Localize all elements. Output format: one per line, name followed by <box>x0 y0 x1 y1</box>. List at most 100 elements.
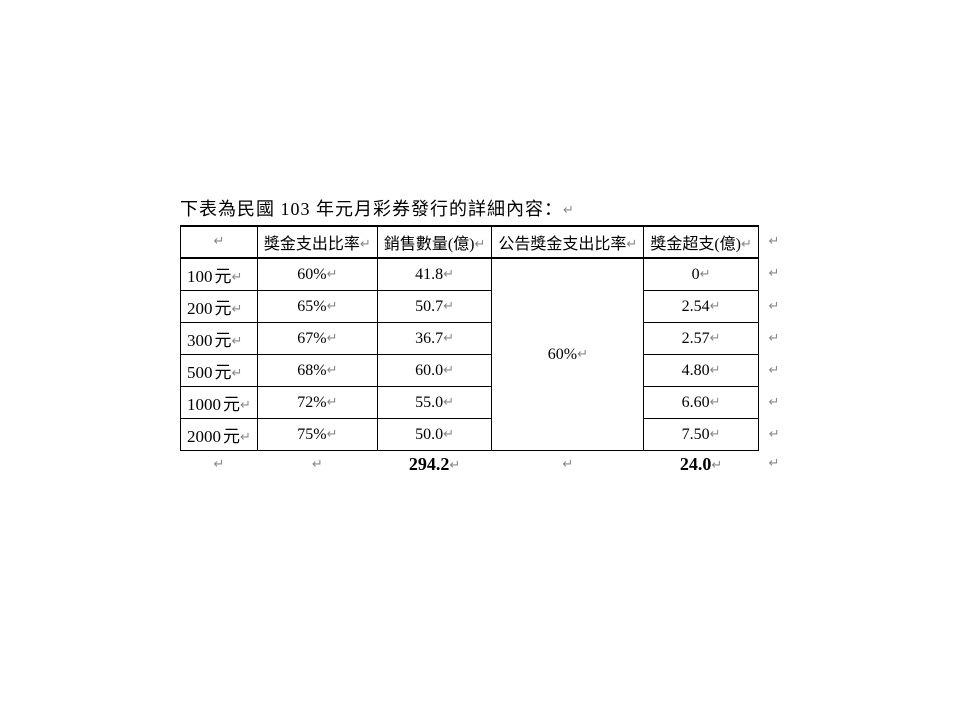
paragraph-mark-icon: ↵ <box>768 265 779 280</box>
table-row: 200元↵ 65%↵ 50.7↵ 2.54↵ ↵ <box>181 291 790 323</box>
paragraph-mark-icon: ↵ <box>443 426 454 441</box>
paragraph-mark-icon: ↵ <box>327 266 338 281</box>
paragraph-mark-icon: ↵ <box>710 426 721 441</box>
paragraph-mark-icon: ↵ <box>232 365 243 380</box>
table-row: 300元↵ 67%↵ 36.7↵ 2.57↵ ↵ <box>181 323 790 355</box>
cell-ratio: 75%↵ <box>257 419 377 451</box>
cell-over: 0↵ <box>644 258 759 291</box>
page-title: 下表為民國 103 年元月彩券發行的詳細內容：↵ <box>180 195 790 221</box>
cell-denom: 100元↵ <box>181 258 258 291</box>
cell-over: 6.60↵ <box>644 387 759 419</box>
paragraph-mark-icon: ↵ <box>741 236 752 251</box>
totals-blank: ↵ <box>257 451 377 479</box>
paragraph-mark-icon: ↵ <box>443 330 454 345</box>
paragraph-mark-icon: ↵ <box>327 298 338 313</box>
paragraph-mark-icon: ↵ <box>710 394 721 409</box>
lottery-table: ↵ 獎金支出比率↵ 銷售數量(億)↵ 公告獎金支出比率↵ 獎金超支(億)↵ ↵ … <box>180 225 790 478</box>
paragraph-mark-icon: ↵ <box>768 330 779 345</box>
cell-over: 2.54↵ <box>644 291 759 323</box>
col-sales-header: 銷售數量(億)↵ <box>377 226 492 258</box>
title-post: 年元月彩券發行的詳細內容： <box>311 199 564 219</box>
cell-denom: 300元↵ <box>181 323 258 355</box>
paragraph-mark-icon: ↵ <box>327 330 338 345</box>
paragraph-mark-icon: ↵ <box>327 426 338 441</box>
totals-sales: 294.2↵ <box>377 451 492 479</box>
paragraph-mark-icon: ↵ <box>327 394 338 409</box>
paragraph-mark-icon: ↵ <box>700 266 711 281</box>
paragraph-mark-icon: ↵ <box>626 236 637 251</box>
paragraph-mark-icon: ↵ <box>711 457 722 472</box>
trailing-mark: ↵ <box>758 258 789 291</box>
trailing-mark: ↵ <box>758 355 789 387</box>
cell-sales: 55.0↵ <box>377 387 492 419</box>
title-pre: 下表為民國 <box>180 199 281 219</box>
cell-sales: 50.0↵ <box>377 419 492 451</box>
paragraph-mark-icon: ↵ <box>577 346 588 361</box>
title-num: 103 <box>281 199 311 219</box>
col-announced-header: 公告獎金支出比率↵ <box>492 226 644 258</box>
paragraph-mark-icon: ↵ <box>768 394 779 409</box>
paragraph-mark-icon: ↵ <box>562 456 573 471</box>
trailing-mark: ↵ <box>758 323 789 355</box>
cell-denom: 500元↵ <box>181 355 258 387</box>
trailing-mark: ↵ <box>758 419 789 451</box>
totals-blank: ↵ <box>492 451 644 479</box>
table-row: 2000元↵ 75%↵ 50.0↵ 7.50↵ ↵ <box>181 419 790 451</box>
cell-sales: 41.8↵ <box>377 258 492 291</box>
paragraph-mark-icon: ↵ <box>449 457 460 472</box>
totals-over: 24.0↵ <box>644 451 759 479</box>
cell-sales: 60.0↵ <box>377 355 492 387</box>
cell-denom: 200元↵ <box>181 291 258 323</box>
paragraph-mark-icon: ↵ <box>312 456 323 471</box>
table-row: 100元↵ 60%↵ 41.8↵ 60%↵ 0↵ ↵ <box>181 258 790 291</box>
paragraph-mark-icon: ↵ <box>214 233 225 248</box>
paragraph-mark-icon: ↵ <box>710 298 721 313</box>
table-row: 1000元↵ 72%↵ 55.0↵ 6.60↵ ↵ <box>181 387 790 419</box>
cell-sales: 36.7↵ <box>377 323 492 355</box>
paragraph-mark-icon: ↵ <box>768 298 779 313</box>
cell-ratio: 65%↵ <box>257 291 377 323</box>
paragraph-mark-icon: ↵ <box>214 456 225 471</box>
paragraph-mark-icon: ↵ <box>232 333 243 348</box>
col-denom-header: ↵ <box>181 226 258 258</box>
paragraph-mark-icon: ↵ <box>710 330 721 345</box>
paragraph-mark-icon: ↵ <box>443 298 454 313</box>
paragraph-mark-icon: ↵ <box>710 362 721 377</box>
totals-blank: ↵ <box>181 451 258 479</box>
table-header-row: ↵ 獎金支出比率↵ 銷售數量(億)↵ 公告獎金支出比率↵ 獎金超支(億)↵ ↵ <box>181 226 790 258</box>
col-ratio-header: 獎金支出比率↵ <box>257 226 377 258</box>
cell-ratio: 68%↵ <box>257 355 377 387</box>
cell-denom: 2000元↵ <box>181 419 258 451</box>
paragraph-mark-icon: ↵ <box>443 394 454 409</box>
paragraph-mark-icon: ↵ <box>768 455 779 470</box>
col-over-header: 獎金超支(億)↵ <box>644 226 759 258</box>
paragraph-mark-icon: ↵ <box>240 397 251 412</box>
trailing-mark: ↵ <box>758 291 789 323</box>
trailing-mark-header: ↵ <box>758 226 789 258</box>
paragraph-mark-icon: ↵ <box>768 233 779 248</box>
trailing-mark: ↵ <box>758 387 789 419</box>
cell-over: 7.50↵ <box>644 419 759 451</box>
paragraph-mark-icon: ↵ <box>232 301 243 316</box>
paragraph-mark-icon: ↵ <box>475 236 486 251</box>
cell-over: 2.57↵ <box>644 323 759 355</box>
cell-sales: 50.7↵ <box>377 291 492 323</box>
totals-row: ↵ ↵ 294.2↵ ↵ 24.0↵ ↵ <box>181 451 790 479</box>
cell-ratio: 72%↵ <box>257 387 377 419</box>
trailing-mark: ↵ <box>758 451 789 479</box>
cell-denom: 1000元↵ <box>181 387 258 419</box>
cell-ratio: 67%↵ <box>257 323 377 355</box>
paragraph-mark-icon: ↵ <box>240 429 251 444</box>
paragraph-mark-icon: ↵ <box>327 362 338 377</box>
cell-announced-merged: 60%↵ <box>492 258 644 451</box>
paragraph-mark-icon: ↵ <box>768 362 779 377</box>
cell-ratio: 60%↵ <box>257 258 377 291</box>
paragraph-mark-icon: ↵ <box>563 202 575 217</box>
paragraph-mark-icon: ↵ <box>443 266 454 281</box>
cell-over: 4.80↵ <box>644 355 759 387</box>
paragraph-mark-icon: ↵ <box>769 426 780 441</box>
paragraph-mark-icon: ↵ <box>360 236 371 251</box>
paragraph-mark-icon: ↵ <box>443 362 454 377</box>
paragraph-mark-icon: ↵ <box>232 269 243 284</box>
table-row: 500元↵ 68%↵ 60.0↵ 4.80↵ ↵ <box>181 355 790 387</box>
